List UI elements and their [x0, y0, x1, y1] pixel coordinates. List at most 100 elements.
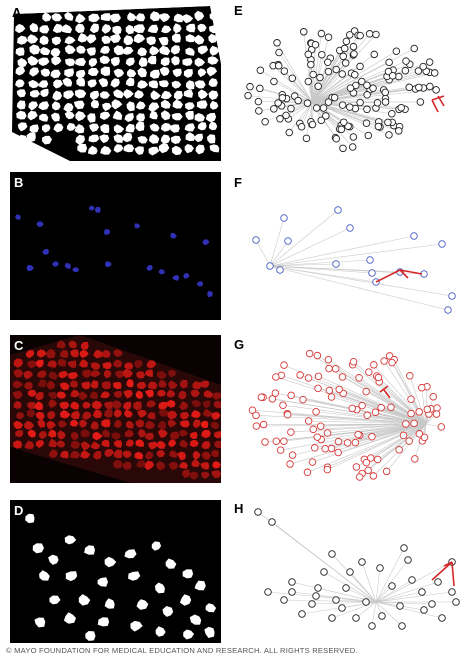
fiber-cell [13, 358, 24, 368]
graph-edge [355, 601, 377, 619]
fiber-cell [60, 450, 69, 459]
graph-edge [261, 396, 427, 425]
graph-node [407, 409, 415, 418]
fiber-cell [172, 68, 182, 78]
graph-node [374, 122, 383, 131]
graph-node [388, 582, 396, 590]
graph-node [279, 401, 287, 409]
fiber-cell [70, 419, 79, 427]
fiber-cell [182, 14, 194, 24]
graph-edge [338, 423, 427, 453]
highlight-edge [431, 99, 439, 113]
graph-node [362, 119, 371, 127]
graph-node [313, 351, 322, 360]
fiber-cell [210, 100, 219, 110]
fiber-cell [208, 78, 218, 87]
fiber-cell [126, 420, 134, 429]
graph-node [432, 86, 440, 94]
fiber-cell [53, 79, 63, 89]
fiber-cell [160, 90, 172, 100]
graph-node [370, 361, 378, 369]
fiber-cell [113, 134, 124, 143]
fiber-cell [90, 370, 101, 378]
graph-node [365, 30, 374, 38]
fiber-cell [124, 362, 134, 370]
graph-edge [375, 567, 381, 603]
fiber-cell [101, 439, 110, 447]
fiber-cell [87, 145, 98, 155]
fiber-cell [133, 401, 142, 411]
fiber-cell [160, 123, 172, 132]
nucleus [170, 232, 177, 239]
fiber-cell [80, 450, 91, 459]
graph-node [368, 432, 376, 441]
fiber-cell [197, 68, 207, 78]
graph-edge [269, 265, 453, 297]
graph-edge [269, 265, 377, 283]
fiber-cell [168, 439, 177, 448]
graph-edge [421, 387, 427, 425]
fiber-cell [109, 13, 121, 23]
fiber-cell [88, 134, 100, 143]
graph-edge [282, 404, 427, 425]
graph-node [257, 393, 266, 401]
fiber-cell [194, 34, 205, 45]
graph-node [323, 465, 332, 474]
fiber-cell [75, 23, 85, 33]
fiber-cell [122, 461, 132, 470]
fiber-cell [35, 392, 44, 401]
fiber-cell [28, 101, 38, 111]
fiber-cell [113, 440, 123, 448]
fiber-cell [13, 420, 24, 430]
fiber-cell [134, 33, 146, 44]
fiber-cell [148, 134, 160, 144]
fiber-cell [158, 379, 167, 388]
fiber-cell [61, 24, 73, 34]
fiber-cell [89, 391, 98, 399]
graph-node [364, 131, 373, 140]
graph-node [406, 372, 414, 380]
graph-edge [311, 34, 377, 103]
graph-node [373, 455, 382, 464]
graph-node [404, 556, 412, 564]
mask-blob [34, 617, 46, 628]
graph-edge [327, 423, 427, 468]
graph-node [388, 110, 396, 118]
fiber-cell [74, 124, 85, 134]
fiber-cell [201, 429, 211, 439]
graph-node [392, 47, 401, 56]
graph-node [272, 437, 281, 445]
fiber-cell [75, 57, 86, 66]
fiber-cell [36, 370, 47, 378]
fiber-cell [158, 37, 169, 46]
fiber-cell [179, 420, 190, 428]
fiber-cell [158, 408, 169, 417]
graph-edge [311, 33, 322, 103]
graph-node [282, 111, 290, 120]
fiber-cell [101, 349, 111, 358]
fiber-cell [42, 124, 51, 133]
highlight-edge [451, 561, 455, 587]
graph-node [276, 115, 284, 123]
fiber-cell [26, 408, 35, 418]
fiber-cell [70, 431, 79, 441]
fiber-cell [16, 89, 26, 98]
fiber-cell [70, 450, 81, 459]
fiber-cell [51, 112, 60, 122]
fiber-cell [51, 36, 62, 46]
graph-edge [269, 217, 285, 267]
panel-label-c: C [14, 338, 24, 353]
graph-node [363, 411, 371, 420]
graph-node [338, 373, 347, 381]
fiber-cell [156, 370, 167, 379]
fiber-cell [179, 439, 188, 448]
fiber-cell [179, 461, 188, 469]
fiber-cell [113, 89, 125, 99]
graph-node [309, 425, 317, 434]
graph-node [378, 612, 386, 620]
fiber-cell [75, 111, 86, 122]
graph-edge [289, 101, 313, 133]
fiber-cell [15, 430, 24, 438]
fiber-cell [13, 369, 24, 378]
graph-node [285, 128, 293, 137]
